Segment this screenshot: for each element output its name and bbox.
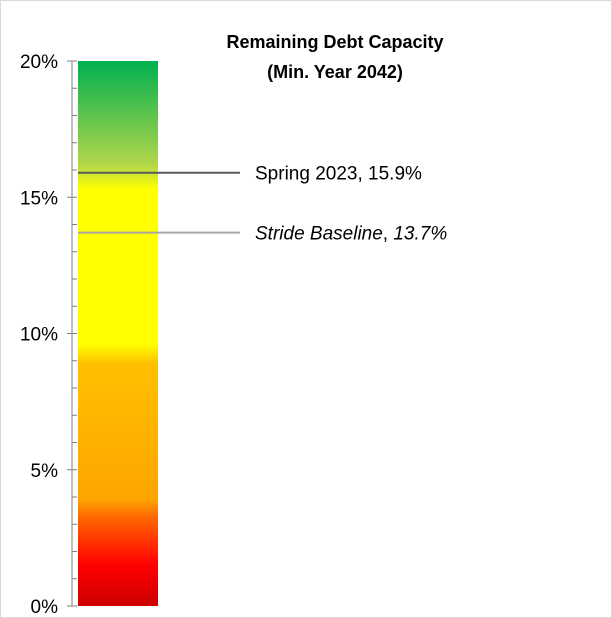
y-tick-label: 5% [31, 461, 59, 482]
marker-label: Stride Baseline, 13.7% [255, 224, 447, 245]
y-tick-label: 15% [20, 188, 58, 209]
marker-label: Spring 2023, 15.9% [255, 164, 422, 185]
chart-title-line-2: (Min. Year 2042) [267, 62, 403, 82]
y-tick-label: 20% [20, 52, 58, 73]
capacity-bar [78, 61, 158, 606]
y-tick-label: 0% [31, 597, 59, 618]
chart-title-line-1: Remaining Debt Capacity [226, 32, 443, 52]
y-tick-label: 10% [20, 325, 58, 346]
